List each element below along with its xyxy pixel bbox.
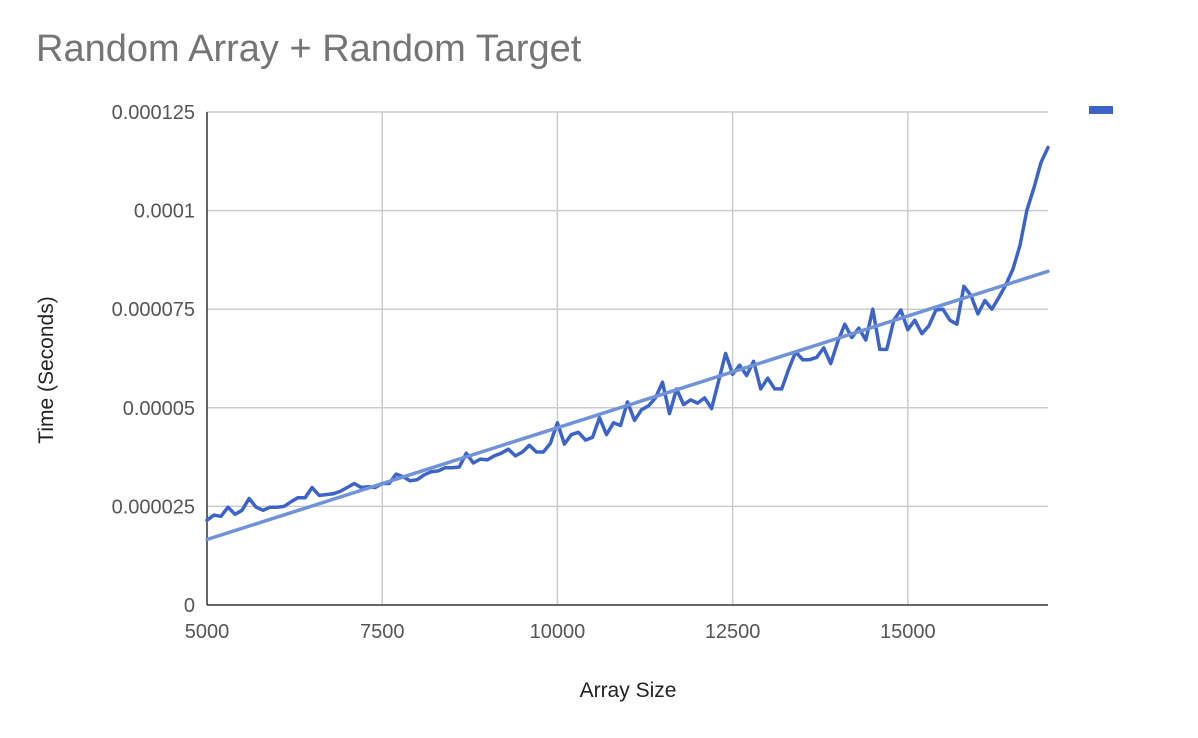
tick-labels: 0 0.000025 0.00005 0.000075 0.0001 0.000125 50… — [112, 102, 936, 643]
y-tick-label: 0.000025 — [112, 496, 195, 518]
y-axis-title: Time (Seconds) — [35, 296, 58, 443]
x-tick-label: 5000 — [185, 621, 230, 643]
y-tick-label: 0.0001 — [134, 201, 195, 223]
trendline[interactable] — [205, 269, 1050, 542]
x-tick-label: 12500 — [705, 621, 761, 643]
chart-title: Random Array + Random Target — [36, 28, 582, 70]
x-tick-label: 7500 — [360, 621, 405, 643]
y-tick-label: 0.000075 — [112, 299, 195, 321]
x-tick-label: 15000 — [880, 621, 936, 643]
axes — [206, 112, 1048, 606]
series-layer — [205, 145, 1050, 542]
series-line[interactable] — [205, 145, 1050, 522]
x-axis-title: Array Size — [580, 679, 677, 702]
x-tick-label: 10000 — [530, 621, 586, 643]
y-tick-label: 0.00005 — [123, 398, 195, 420]
y-tick-label: 0.000125 — [112, 102, 195, 124]
legend-swatch[interactable] — [1089, 106, 1113, 114]
y-tick-label: 0 — [184, 595, 195, 617]
grid-lines — [207, 111, 1048, 605]
